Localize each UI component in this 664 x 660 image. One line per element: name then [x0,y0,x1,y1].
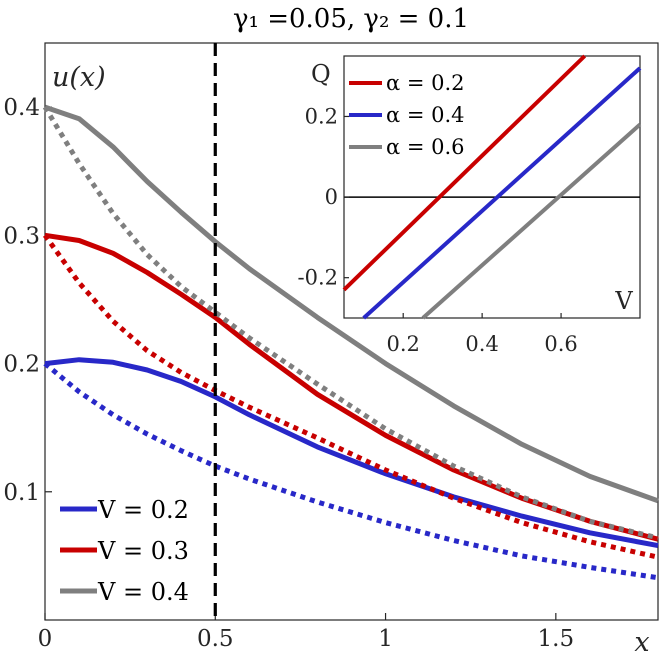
main-x-tick-label: 1.5 [538,626,575,652]
main-y-tick-label: 0.2 [3,352,40,378]
main-series-line-5 [44,104,659,504]
main-series-group [42,104,659,581]
main-y-ticks: 0.1 0.2 0.3 0.4 [3,95,52,506]
inset-plot-frame [343,55,641,319]
main-x-axis-label: x [634,627,649,658]
main-plot-frame [44,42,659,621]
main-x-tick-label: 1 [378,626,393,652]
main-plot: γ₁ =0.05, γ₂ = 0.1 u(x) x 0 0.5 1 1.5 0.10.… [3,4,659,658]
main-legend-label: V = 0.4 [97,578,189,606]
main-x-tick-label: 0.5 [197,626,234,652]
inset-y-ticks: -0.2 0 0.2 [298,104,349,290]
inset-legend-label: α = 0.6 [386,135,465,159]
inset-y-tick-label: 0.2 [305,104,338,128]
main-series-line-1 [44,357,659,549]
inset-x-axis-label: V [614,287,633,315]
inset-y-tick-label: 0 [325,185,338,209]
main-title: γ₁ =0.05, γ₂ = 0.1 [233,4,469,34]
inset-plot: 0.2 0.4 0.6 -0.200.2 Q V α = 0.2α = 0.4α =… [298,54,642,356]
main-y-tick-label: 0.4 [3,95,40,121]
inset-x-tick-label: 0.4 [465,332,498,356]
inset-series-line-1 [342,54,587,292]
inset-y-tick-label: -0.2 [298,266,339,290]
inset-legend: α = 0.2 α = 0.4 α = 0.6 [349,71,465,159]
inset-x-tick-label: 0.6 [544,332,577,356]
inset-x-ticks: 0.2 0.4 0.6 [386,313,578,356]
inset-series-group [342,54,642,320]
inset-legend-label: α = 0.2 [386,71,465,95]
main-legend-label: V = 0.2 [97,496,189,524]
main-x-ticks: 0 0.5 1 1.5 [38,613,574,652]
main-series-line-3 [44,232,659,542]
main-series-line-6 [42,105,659,541]
main-y-axis-label: u(x) [52,62,106,93]
main-series-line-4 [42,233,659,560]
main-x-tick-label: 0 [38,626,53,652]
inset-x-tick-label: 0.2 [386,332,419,356]
main-y-tick-label: 0.3 [3,223,40,249]
inset-series-line-3 [421,123,642,320]
inset-series-line-2 [362,66,642,320]
main-legend: V = 0.2 V = 0.3 V = 0.4 [60,496,189,606]
inset-y-axis-label: Q [311,60,331,88]
main-y-tick-label: 0.1 [3,480,40,506]
inset-legend-label: α = 0.4 [386,103,465,127]
main-legend-label: V = 0.3 [97,537,189,565]
